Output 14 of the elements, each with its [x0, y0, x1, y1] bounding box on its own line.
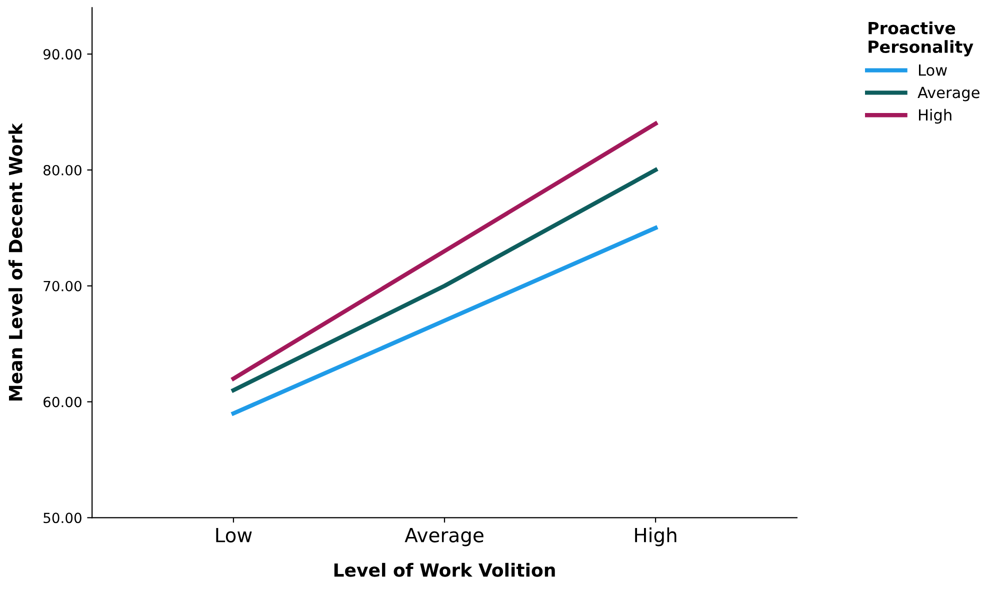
legend-title: Proactive Personality [868, 21, 974, 56]
y-tick-label: 50.00 [44, 512, 82, 524]
y-tick-label: 90.00 [43, 49, 82, 60]
legend-label: Average [918, 86, 980, 102]
x-axis-title: Level of Work Volition [334, 562, 555, 577]
legend-label: High [919, 108, 952, 124]
x-tick-label: High [635, 527, 676, 546]
y-tick-label: 70.00 [44, 280, 82, 292]
y-tick-label: 80.00 [44, 164, 82, 176]
y-tick-label: 60.00 [44, 396, 82, 408]
x-tick-label: Average [404, 528, 484, 546]
y-axis-title: Mean Level of Decent Work [8, 122, 22, 400]
legend-label: Low [919, 64, 947, 76]
x-tick-label: Low [216, 528, 252, 542]
